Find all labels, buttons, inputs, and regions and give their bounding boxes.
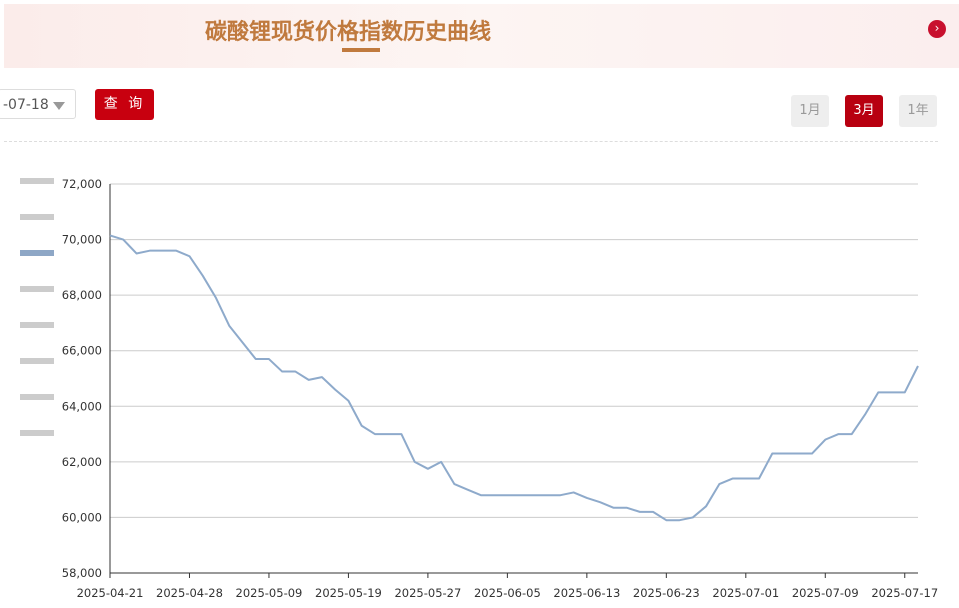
range-button[interactable]: 3月 [845, 95, 883, 127]
x-tick-label: 2025-06-13 [553, 586, 620, 600]
x-tick-label: 2025-05-09 [236, 586, 303, 600]
x-tick-label: 2025-07-17 [871, 586, 938, 600]
y-tick-label: 62,000 [62, 455, 102, 469]
next-button[interactable]: › [928, 20, 946, 38]
y-tick-label: 60,000 [62, 510, 102, 524]
x-tick-label: 2025-07-09 [792, 586, 859, 600]
x-tick-label: 2025-06-23 [633, 586, 700, 600]
divider [4, 141, 938, 142]
date-input[interactable]: -07-18 [0, 89, 76, 119]
range-button[interactable]: 1月 [791, 95, 829, 127]
range-button[interactable]: 1年 [899, 95, 937, 127]
y-tick-label: 58,000 [62, 566, 102, 580]
x-tick-label: 2025-07-01 [712, 586, 779, 600]
legend-bars [20, 178, 54, 436]
x-tick-label: 2025-04-21 [77, 586, 144, 600]
title-underline [342, 48, 380, 52]
y-tick-label: 72,000 [62, 177, 102, 191]
x-tick-label: 2025-05-27 [394, 586, 461, 600]
header [4, 4, 959, 68]
query-button[interactable]: 查 询 [95, 89, 154, 120]
x-tick-label: 2025-05-19 [315, 586, 382, 600]
y-tick-label: 68,000 [62, 288, 102, 302]
y-tick-label: 66,000 [62, 344, 102, 358]
price-line [109, 234, 919, 522]
y-tick-label: 64,000 [62, 399, 102, 413]
y-tick-label: 70,000 [62, 233, 102, 247]
x-tick-label: 2025-04-28 [156, 586, 223, 600]
x-tick-label: 2025-06-05 [474, 586, 541, 600]
title: 碳酸锂现货价格指数历史曲线 [205, 20, 492, 45]
